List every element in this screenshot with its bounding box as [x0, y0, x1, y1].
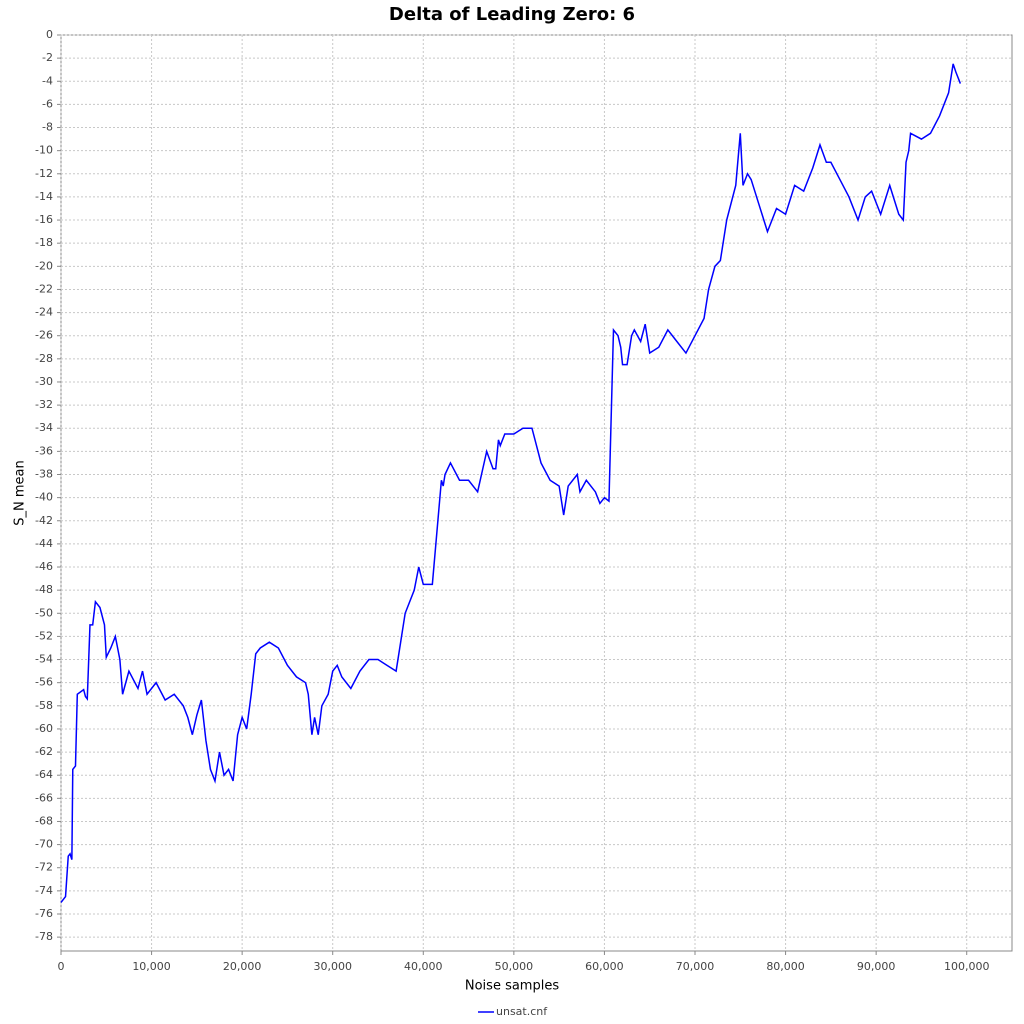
- y-tick-label: -66: [35, 791, 53, 804]
- x-tick-label: 50,000: [495, 960, 534, 973]
- y-tick-label: -30: [35, 375, 53, 388]
- y-tick-label: -68: [35, 814, 53, 827]
- y-tick-label: -76: [35, 907, 53, 920]
- x-tick-label: 0: [58, 960, 65, 973]
- y-tick-label: -8: [42, 121, 53, 134]
- y-tick-label: -60: [35, 722, 53, 735]
- y-tick-label: -72: [35, 861, 53, 874]
- y-tick-label: -54: [35, 653, 53, 666]
- legend-label: unsat.cnf: [496, 1005, 548, 1018]
- y-tick-label: -6: [42, 97, 53, 110]
- y-tick-label: -48: [35, 583, 53, 596]
- y-axis-label: S_N mean: [13, 460, 28, 525]
- y-tick-label: -36: [35, 444, 53, 457]
- y-tick-label: -50: [35, 606, 53, 619]
- x-tick-label: 100,000: [944, 960, 990, 973]
- y-tick-label: -78: [35, 930, 53, 943]
- y-tick-label: -64: [35, 768, 53, 781]
- y-tick-label: -58: [35, 699, 53, 712]
- y-tick-label: -74: [35, 884, 53, 897]
- y-tick-label: -32: [35, 398, 53, 411]
- y-tick-label: -22: [35, 282, 53, 295]
- y-tick-label: -56: [35, 676, 53, 689]
- x-tick-label: 10,000: [132, 960, 171, 973]
- y-tick-label: -12: [35, 167, 53, 180]
- x-tick-label: 60,000: [585, 960, 624, 973]
- y-tick-label: -14: [35, 190, 53, 203]
- y-tick-label: -34: [35, 421, 53, 434]
- y-tick-label: -62: [35, 745, 53, 758]
- data-line: [60, 63, 962, 903]
- chart-title: Delta of Leading Zero: 6: [389, 4, 635, 25]
- y-tick-label: -26: [35, 329, 53, 342]
- y-tick-label: -10: [35, 144, 53, 157]
- y-tick-label: -18: [35, 236, 53, 249]
- y-tick-label: -46: [35, 560, 53, 573]
- y-tick-label: -38: [35, 467, 53, 480]
- y-tick-label: -44: [35, 537, 53, 550]
- x-tick-label: 70,000: [676, 960, 715, 973]
- x-axis-label: Noise samples: [465, 979, 559, 994]
- y-tick-label: -16: [35, 213, 53, 226]
- plot-area: [60, 34, 1013, 952]
- y-tick-label: -52: [35, 629, 53, 642]
- x-tick-label: 40,000: [404, 960, 443, 973]
- y-tick-label: -70: [35, 838, 53, 851]
- x-tick-label: 80,000: [766, 960, 805, 973]
- x-tick-label: 30,000: [313, 960, 352, 973]
- x-tick-label: 90,000: [857, 960, 896, 973]
- y-tick-label: -20: [35, 259, 53, 272]
- y-tick-label: 0: [46, 28, 53, 41]
- y-tick-label: -28: [35, 352, 53, 365]
- x-tick-label: 20,000: [223, 960, 262, 973]
- y-tick-label: -40: [35, 491, 53, 504]
- y-tick-label: -4: [42, 74, 53, 87]
- y-tick-label: -42: [35, 514, 53, 527]
- y-tick-label: -24: [35, 306, 53, 319]
- y-tick-label: -2: [42, 51, 53, 64]
